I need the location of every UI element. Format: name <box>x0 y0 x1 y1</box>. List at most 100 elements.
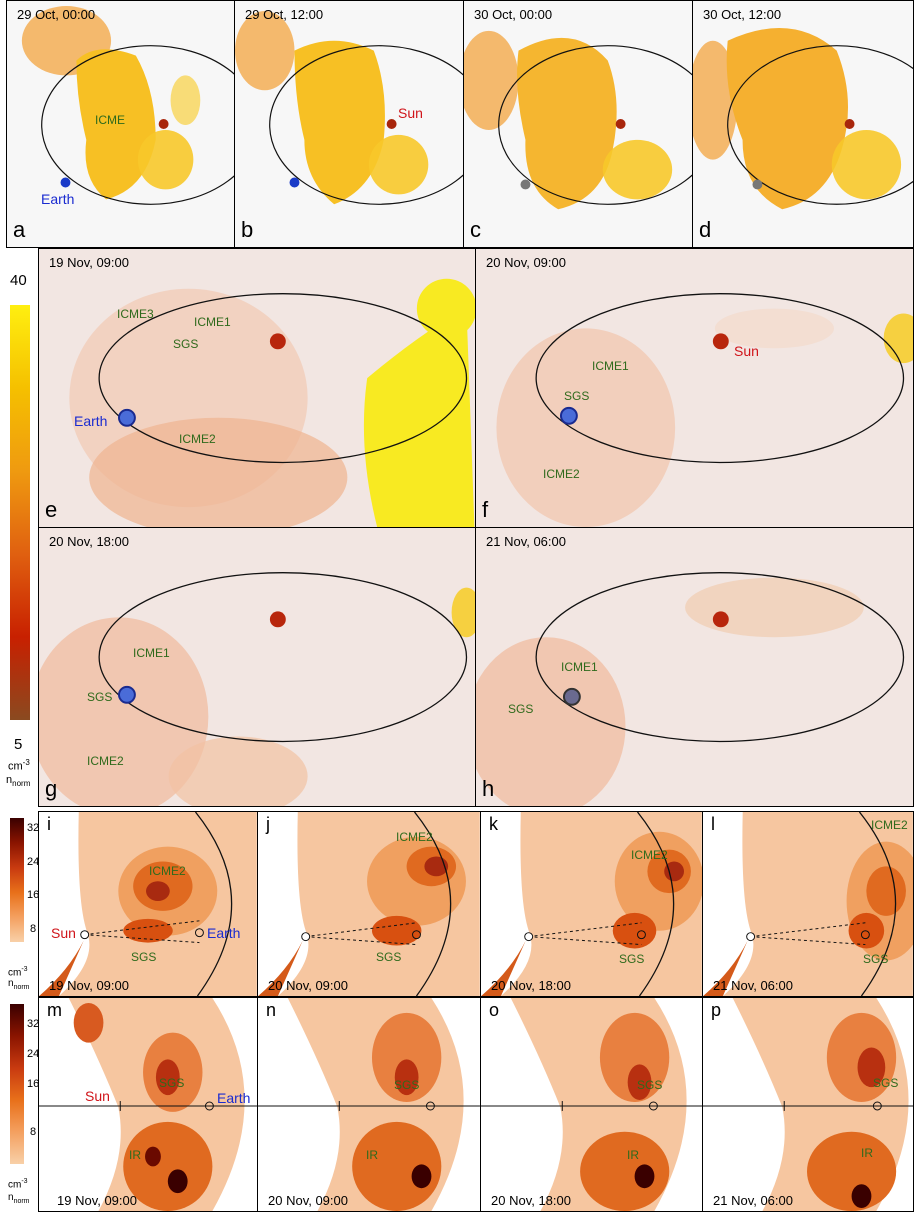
colorbar-norm: nnorm <box>6 774 30 788</box>
panel-letter: l <box>711 814 715 834</box>
timestamp: 20 Nov, 09:00 <box>268 978 348 993</box>
icme2-label: ICME2 <box>631 848 668 862</box>
panel-letter: f <box>482 497 489 522</box>
ir-label: IR <box>129 1148 141 1162</box>
tick-8: 8 <box>30 1126 37 1138</box>
panel-k: k ICME2 SGS 20 Nov, 18:00 <box>480 811 703 997</box>
sgs-label: SGS <box>159 1076 185 1090</box>
norm-text: n <box>6 774 13 786</box>
panel-p: p SGS IR 21 Nov, 06:00 <box>702 997 914 1212</box>
icme1-label: ICME1 <box>561 660 598 674</box>
sgs-label: SGS <box>173 337 199 351</box>
timestamp: 20 Nov, 18:00 <box>49 534 129 549</box>
tick-24: 24 <box>27 1048 40 1060</box>
colorbar-unit: cm-3 <box>8 1178 28 1190</box>
norm-text: n <box>8 978 14 989</box>
tick-8: 8 <box>30 923 37 935</box>
norm-sub: norm <box>13 1198 30 1205</box>
sun-label: Sun <box>734 343 759 359</box>
unit-text: cm <box>8 760 23 773</box>
panel-m: m SGS IR Sun Earth 19 Nov, 09:00 <box>38 997 258 1212</box>
panel-letter: n <box>266 1000 277 1020</box>
icme1-label: ICME1 <box>592 359 629 373</box>
panel-o-image <box>481 998 702 1211</box>
panel-l-image <box>703 812 913 996</box>
panel-l: l ICME2 SGS 21 Nov, 06:00 <box>702 811 914 997</box>
colorbar-gradient <box>10 818 24 942</box>
panel-j-image <box>258 812 480 996</box>
earth-label: Earth <box>207 925 241 941</box>
panel-o: o SGS IR 20 Nov, 18:00 <box>480 997 703 1212</box>
sun-label: Sun <box>398 105 423 121</box>
icme2-label: ICME2 <box>543 467 580 481</box>
timestamp: 19 Nov, 09:00 <box>57 1193 137 1208</box>
panel-letter: g <box>45 776 58 801</box>
sgs-label: SGS <box>873 1076 899 1090</box>
colorbar-gradient <box>10 305 30 720</box>
sgs-label: SGS <box>637 1078 663 1092</box>
timestamp: 29 Oct, 12:00 <box>245 7 324 22</box>
panel-d-image <box>693 28 913 210</box>
earth-label: Earth <box>74 413 108 429</box>
panel-a: 29 Oct, 00:00 ICME Earth a <box>6 0 235 248</box>
timestamp: 19 Nov, 09:00 <box>49 978 129 993</box>
panel-e: 19 Nov, 09:00 ICME3 ICME1 SGS ICME2 Eart… <box>38 248 476 528</box>
panel-letter: b <box>241 217 254 242</box>
panel-h: 21 Nov, 06:00 ICME1 SGS h <box>475 527 914 807</box>
panel-g: 20 Nov, 18:00 ICME1 SGS ICME2 g <box>38 527 476 807</box>
icme2-label: ICME2 <box>179 432 216 446</box>
panel-i: i ICME2 SGS Sun Earth 19 Nov, 09:00 <box>38 811 258 997</box>
norm-sub: norm <box>13 984 30 991</box>
panel-e-image <box>39 249 475 527</box>
timestamp: 30 Oct, 00:00 <box>474 7 553 22</box>
tick-16: 16 <box>27 889 40 901</box>
sgs-label: SGS <box>131 950 157 964</box>
timestamp: 20 Nov, 18:00 <box>491 978 571 993</box>
timestamp: 21 Nov, 06:00 <box>713 978 793 993</box>
panel-c: 30 Oct, 00:00 c <box>463 0 693 248</box>
panel-letter: e <box>45 497 58 522</box>
panel-j: j ICME2 SGS 20 Nov, 09:00 <box>257 811 481 997</box>
panel-p-image <box>703 998 913 1211</box>
ir-label: IR <box>861 1146 873 1160</box>
panel-b: 29 Oct, 12:00 Sun b <box>234 0 464 248</box>
tick-32: 32 <box>27 1018 40 1030</box>
panel-letter: p <box>711 1000 722 1020</box>
panel-f: 20 Nov, 09:00 Sun ICME1 SGS ICME2 f <box>475 248 914 528</box>
colorbar-norm: nnorm <box>8 978 30 991</box>
timestamp: 21 Nov, 06:00 <box>486 534 566 549</box>
sgs-label: SGS <box>376 950 402 964</box>
tick-24: 24 <box>27 856 40 868</box>
colorbar-gradient <box>10 1004 24 1164</box>
timestamp: 20 Nov, 09:00 <box>268 1193 348 1208</box>
panel-letter: k <box>489 814 498 834</box>
icme1-label: ICME1 <box>194 315 231 329</box>
colorbar-unit: cm-3 <box>8 758 30 773</box>
sun-label: Sun <box>51 925 76 941</box>
timestamp: 29 Oct, 00:00 <box>17 7 96 22</box>
ir-label: IR <box>366 1148 378 1162</box>
panel-letter: i <box>47 814 51 834</box>
panel-letter: a <box>13 217 26 242</box>
sgs-label: SGS <box>508 702 534 716</box>
panel-m-image <box>39 998 257 1211</box>
panel-letter: d <box>699 217 712 242</box>
panel-letter: h <box>482 776 495 801</box>
unit-exp: -3 <box>21 966 28 973</box>
panel-g-image <box>39 528 475 806</box>
icme-label: ICME <box>95 113 125 127</box>
panel-i-image <box>39 812 257 996</box>
timestamp: 20 Nov, 09:00 <box>486 255 566 270</box>
unit-exp: -3 <box>22 758 30 767</box>
icme2-label: ICME2 <box>87 754 124 768</box>
panel-letter: j <box>266 814 270 834</box>
timestamp: 20 Nov, 18:00 <box>491 1193 571 1208</box>
timestamp: 19 Nov, 09:00 <box>49 255 129 270</box>
earth-label: Earth <box>41 191 75 207</box>
sgs-label: SGS <box>863 952 889 966</box>
tick-16: 16 <box>27 1078 40 1090</box>
panel-a-image <box>21 6 234 205</box>
panel-d: 30 Oct, 12:00 d <box>692 0 914 248</box>
norm-text: n <box>8 1192 14 1203</box>
panel-letter: c <box>470 217 481 242</box>
